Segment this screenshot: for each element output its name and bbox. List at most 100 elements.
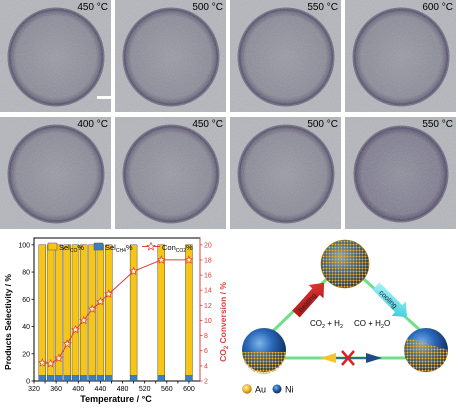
tem-image: 500 °C xyxy=(115,0,226,112)
tem-particle xyxy=(0,117,111,229)
conversion-point xyxy=(46,358,56,368)
axes-layer: 320 360 400 440 480 520 560 600 0 20 40 60 80 100 2 4 6 8… xyxy=(18,238,212,393)
left-particle xyxy=(242,328,286,374)
y-right-tick-label: 2 xyxy=(204,379,208,386)
tem-image: 500 °C xyxy=(230,117,341,229)
conversion-line-layer xyxy=(37,255,194,368)
tem-image: 450 °C xyxy=(115,117,226,229)
tem-image: 400 °C xyxy=(0,117,111,229)
chart-legend: SelCO% SelCH4% ConCO2% xyxy=(47,241,193,254)
x-axis-label: Temperature / °C xyxy=(80,394,152,404)
legend-swatch-sel-co xyxy=(47,242,58,251)
x-tick-label: 560 xyxy=(161,386,173,393)
temperature-label: 500 °C xyxy=(307,119,338,130)
y-right-tick-label: 4 xyxy=(204,363,208,370)
y-axis-left-label: Products Selectivity / % xyxy=(3,274,13,370)
bar-sel-ch4 xyxy=(96,375,105,382)
y-left-tick-label: 0 xyxy=(26,379,30,386)
bar-sel-co xyxy=(104,244,113,376)
bar-sel-ch4 xyxy=(46,375,55,382)
legend-swatch-sel-ch4 xyxy=(93,242,104,251)
legend-label-sel-co: SelCO% xyxy=(59,243,84,254)
ni-legend-label: Ni xyxy=(285,385,294,395)
temperature-label: 450 °C xyxy=(77,2,108,13)
bar-sel-ch4 xyxy=(88,375,96,382)
bar-sel-co xyxy=(55,244,63,376)
tem-image: 600 °C xyxy=(345,0,456,112)
blocked-arrow xyxy=(320,350,382,366)
bar-sel-ch4 xyxy=(104,375,113,382)
chart-svg: 320 360 400 440 480 520 560 600 0 20 40 60 80 100 2 4 6 8… xyxy=(3,237,230,404)
y-right-tick-label: 14 xyxy=(204,288,212,295)
tem-image: 550 °C xyxy=(230,0,341,112)
right-particle xyxy=(404,328,449,373)
tem-particle xyxy=(345,0,456,112)
bar-sel-ch4 xyxy=(157,375,165,382)
temperature-label: 600 °C xyxy=(422,2,453,13)
top-particle xyxy=(320,239,370,289)
bar-sel-co xyxy=(63,244,71,376)
y-left-tick-label: 60 xyxy=(22,297,30,304)
y-left-tick-label: 80 xyxy=(22,270,30,277)
diagram-svg: heating cooling CO2 + H2 CO + H2O xyxy=(242,239,449,395)
temperature-label: 550 °C xyxy=(307,2,338,13)
tem-particle xyxy=(0,0,111,112)
bar-sel-co xyxy=(96,244,105,376)
tem-particle xyxy=(230,117,341,229)
selectivity-conversion-chart: 320 360 400 440 480 520 560 600 0 20 40 60 80 100 2 4 6 8… xyxy=(0,234,232,406)
conversion-point xyxy=(54,353,64,363)
y-right-tick-label: 10 xyxy=(204,318,212,325)
x-tick-label: 480 xyxy=(117,386,129,393)
tem-image: 450 °C xyxy=(0,0,111,112)
bar-sel-co xyxy=(129,244,138,376)
x-tick-label: 440 xyxy=(95,386,107,393)
bar-sel-co xyxy=(157,244,165,376)
x-tick-label: 400 xyxy=(72,386,84,393)
bar-sel-co xyxy=(80,244,88,376)
bar-sel-co xyxy=(71,244,80,376)
tem-particle xyxy=(115,117,226,229)
tem-image: 550 °C xyxy=(345,117,456,229)
heating-arrow: heating xyxy=(292,282,325,318)
bar-sel-ch4 xyxy=(129,375,138,382)
bar-sel-co xyxy=(46,244,55,376)
conversion-point xyxy=(95,296,105,306)
conversion-point xyxy=(156,255,166,264)
au-legend-label: Au xyxy=(255,385,266,395)
x-tick-label: 360 xyxy=(50,386,62,393)
tem-particle xyxy=(115,0,226,112)
y-right-tick-label: 20 xyxy=(204,242,212,249)
conversion-point xyxy=(79,315,89,325)
temperature-label: 500 °C xyxy=(192,2,223,13)
conversion-point xyxy=(62,339,72,348)
y-axis-right-label: CO2 Conversion / % xyxy=(218,282,230,362)
conversion-point xyxy=(87,304,97,313)
bar-sel-ch4 xyxy=(185,375,193,382)
y-right-tick-label: 16 xyxy=(204,273,212,280)
y-left-tick-label: 40 xyxy=(22,324,30,331)
y-left-tick-label: 100 xyxy=(18,242,30,249)
scale-bar xyxy=(97,96,111,99)
tem-particle xyxy=(230,0,341,112)
x-tick-label: 320 xyxy=(28,386,40,393)
conversion-point xyxy=(104,289,114,298)
bar-sel-co xyxy=(38,244,46,376)
conversion-point xyxy=(129,266,139,276)
bar-sel-ch4 xyxy=(71,375,80,382)
bar-sel-co xyxy=(185,244,193,376)
conversion-point xyxy=(71,324,80,334)
legend-label-con: ConCO2% xyxy=(162,243,193,254)
temperature-label: 450 °C xyxy=(192,119,223,130)
x-tick-label: 520 xyxy=(139,386,151,393)
bar-sel-ch4 xyxy=(55,375,63,382)
bars-layer xyxy=(38,244,193,382)
tem-particle xyxy=(345,117,456,229)
bar-sel-ch4 xyxy=(80,375,88,382)
bar-sel-ch4 xyxy=(38,375,46,382)
temperature-label: 550 °C xyxy=(422,119,453,130)
y-right-tick-label: 6 xyxy=(204,348,208,355)
right-reaction-label: CO + H2O xyxy=(354,319,390,330)
left-reaction-label: CO2 + H2 xyxy=(310,319,343,330)
conversion-point xyxy=(184,255,194,264)
